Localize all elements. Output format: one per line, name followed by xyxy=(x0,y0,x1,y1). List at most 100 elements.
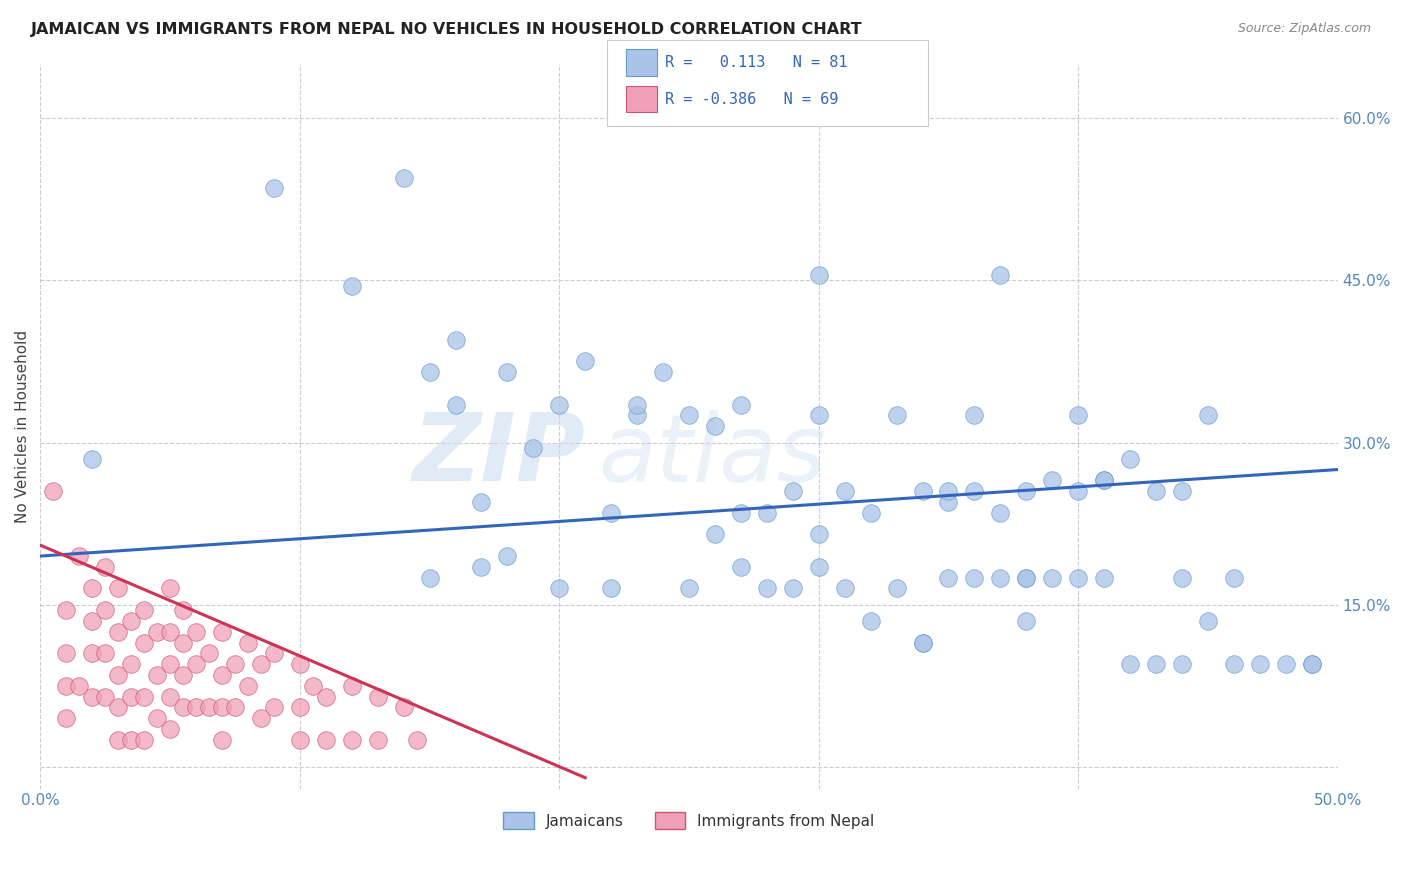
Point xyxy=(67,549,90,563)
Point xyxy=(159,582,181,596)
Point xyxy=(911,635,934,649)
Point xyxy=(1119,451,1142,466)
Point xyxy=(94,646,117,660)
Point xyxy=(963,484,986,499)
Point xyxy=(574,354,596,368)
Point xyxy=(1119,657,1142,672)
Point xyxy=(444,398,467,412)
Point xyxy=(134,603,156,617)
Text: JAMAICAN VS IMMIGRANTS FROM NEPAL NO VEHICLES IN HOUSEHOLD CORRELATION CHART: JAMAICAN VS IMMIGRANTS FROM NEPAL NO VEH… xyxy=(31,22,862,37)
Point xyxy=(236,679,259,693)
Point xyxy=(859,506,882,520)
Point xyxy=(340,679,363,693)
Point xyxy=(224,657,246,672)
Point xyxy=(1015,484,1038,499)
Point xyxy=(1274,657,1296,672)
Point xyxy=(834,582,856,596)
Point xyxy=(159,624,181,639)
Point xyxy=(1197,409,1219,423)
Point xyxy=(315,732,337,747)
Point xyxy=(82,614,104,628)
Point xyxy=(938,484,960,499)
Point xyxy=(120,732,142,747)
Point xyxy=(419,571,441,585)
Point xyxy=(107,668,129,682)
Point xyxy=(807,268,830,282)
Point xyxy=(315,690,337,704)
Point xyxy=(367,690,389,704)
Point xyxy=(55,679,77,693)
Point xyxy=(172,668,194,682)
Point xyxy=(82,451,104,466)
Point xyxy=(938,571,960,585)
Point xyxy=(988,268,1011,282)
Text: R = -0.386   N = 69: R = -0.386 N = 69 xyxy=(665,92,838,106)
Point xyxy=(340,732,363,747)
Point xyxy=(755,582,778,596)
Point xyxy=(94,690,117,704)
Point xyxy=(184,624,207,639)
Point xyxy=(55,711,77,725)
Point xyxy=(730,559,752,574)
Point xyxy=(159,657,181,672)
Point xyxy=(94,603,117,617)
Point xyxy=(250,711,273,725)
Point xyxy=(1249,657,1271,672)
Point xyxy=(704,527,727,541)
Point xyxy=(548,582,571,596)
Point xyxy=(224,700,246,714)
Point xyxy=(107,732,129,747)
Text: R =   0.113   N = 81: R = 0.113 N = 81 xyxy=(665,55,848,70)
Point xyxy=(652,365,675,379)
Point xyxy=(444,333,467,347)
Point xyxy=(1171,571,1194,585)
Point xyxy=(782,582,804,596)
Point xyxy=(1301,657,1323,672)
Point xyxy=(1092,474,1115,488)
Text: Source: ZipAtlas.com: Source: ZipAtlas.com xyxy=(1237,22,1371,36)
Point xyxy=(470,559,492,574)
Point xyxy=(419,365,441,379)
Point xyxy=(496,365,519,379)
Point xyxy=(1301,657,1323,672)
Point xyxy=(159,690,181,704)
Point xyxy=(1040,571,1063,585)
Point xyxy=(911,484,934,499)
Point xyxy=(886,582,908,596)
Point xyxy=(172,700,194,714)
Point xyxy=(470,495,492,509)
Point xyxy=(963,571,986,585)
Point xyxy=(1092,474,1115,488)
Point xyxy=(263,700,285,714)
Point xyxy=(626,409,648,423)
Point xyxy=(1171,484,1194,499)
Point xyxy=(211,732,233,747)
Point xyxy=(67,679,90,693)
Point xyxy=(548,398,571,412)
Point xyxy=(198,646,221,660)
Point xyxy=(94,559,117,574)
Point xyxy=(1171,657,1194,672)
Point xyxy=(963,409,986,423)
Point xyxy=(807,409,830,423)
Point xyxy=(600,582,623,596)
Point xyxy=(988,506,1011,520)
Point xyxy=(134,635,156,649)
Text: atlas: atlas xyxy=(598,409,827,500)
Point xyxy=(730,506,752,520)
Point xyxy=(988,571,1011,585)
Point xyxy=(107,700,129,714)
Point xyxy=(82,582,104,596)
Point xyxy=(782,484,804,499)
Y-axis label: No Vehicles in Household: No Vehicles in Household xyxy=(15,330,30,523)
Point xyxy=(1144,484,1167,499)
Point xyxy=(1197,614,1219,628)
Point xyxy=(211,624,233,639)
Point xyxy=(600,506,623,520)
Point xyxy=(55,603,77,617)
Point xyxy=(496,549,519,563)
Point xyxy=(859,614,882,628)
Point xyxy=(1067,571,1090,585)
Point xyxy=(755,506,778,520)
Point xyxy=(1015,614,1038,628)
